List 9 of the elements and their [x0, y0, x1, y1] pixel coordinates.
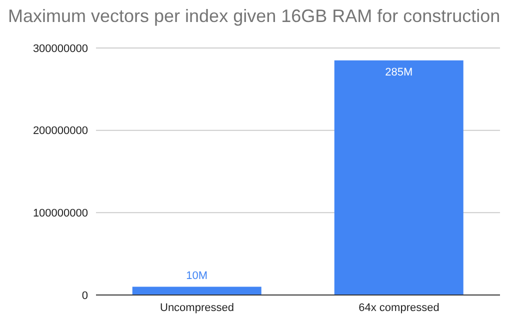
x-tick-label: Uncompressed: [160, 302, 234, 314]
x-tick-label: 64x compressed: [358, 302, 440, 314]
y-tick-label: 0: [82, 290, 88, 302]
chart-title: Maximum vectors per index given 16GB RAM for construction: [7, 5, 502, 28]
data-label: 10M: [186, 270, 208, 282]
y-tick-label: 200000000: [32, 125, 88, 138]
data-label: 285M: [385, 66, 413, 78]
y-tick-label: 100000000: [32, 208, 88, 220]
y-tick-label: 300000000: [32, 42, 88, 55]
